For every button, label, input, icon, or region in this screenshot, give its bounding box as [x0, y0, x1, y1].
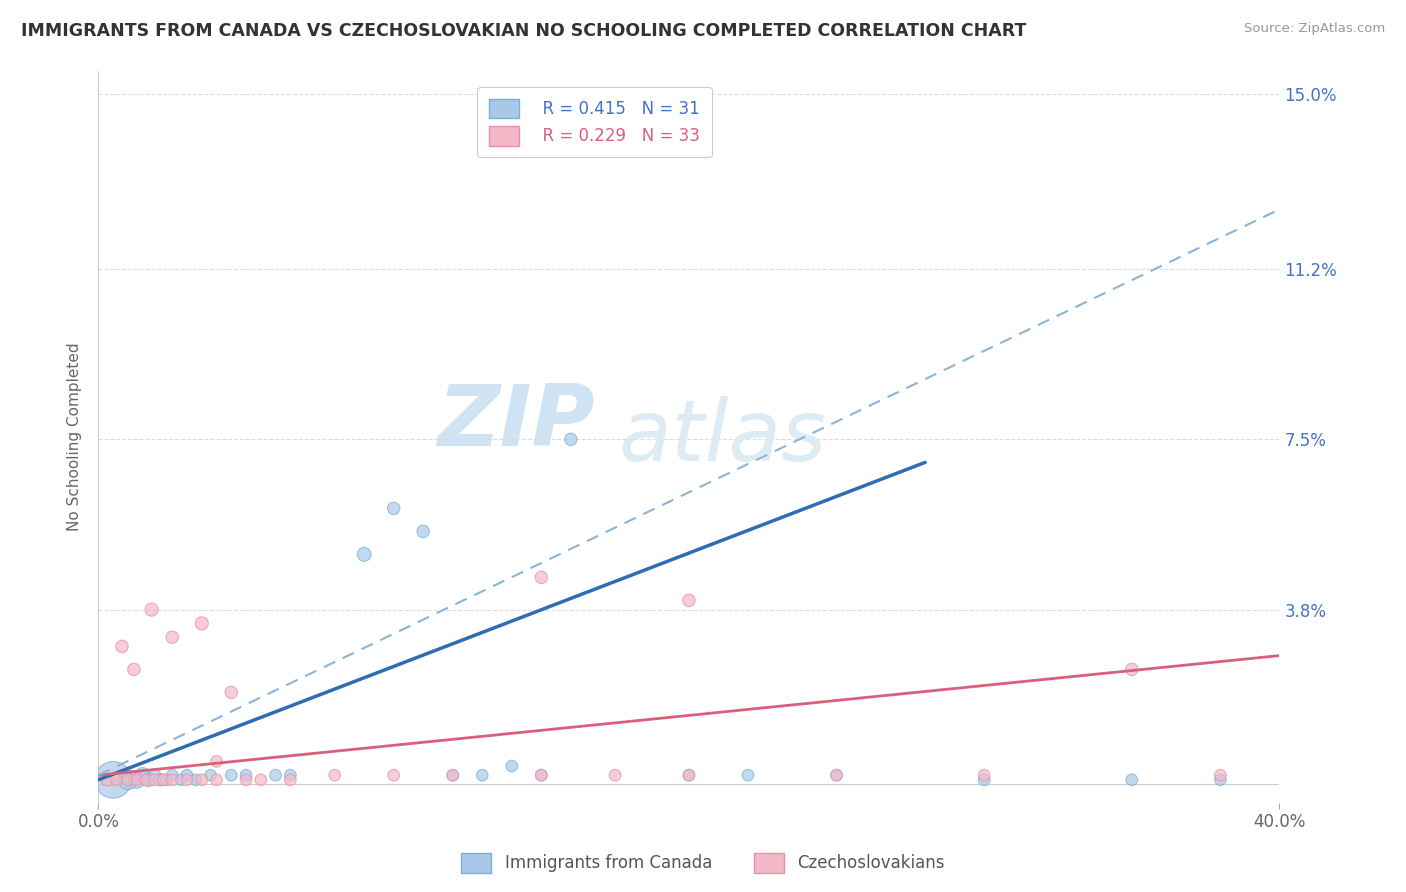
- Point: [678, 768, 700, 782]
- Point: [973, 772, 995, 787]
- Point: [103, 772, 125, 787]
- Point: [162, 772, 183, 787]
- Point: [200, 768, 222, 782]
- Point: [138, 772, 160, 787]
- Point: [184, 772, 207, 787]
- Point: [1209, 768, 1232, 782]
- Point: [1209, 772, 1232, 787]
- Point: [382, 768, 405, 782]
- Text: atlas: atlas: [619, 395, 827, 479]
- Point: [280, 768, 302, 782]
- Point: [250, 772, 273, 787]
- Point: [471, 768, 494, 782]
- Point: [323, 768, 346, 782]
- Point: [125, 772, 148, 787]
- Point: [530, 768, 553, 782]
- Legend: Immigrants from Canada, Czechoslovakians: Immigrants from Canada, Czechoslovakians: [454, 847, 952, 880]
- Point: [1121, 772, 1143, 787]
- Point: [132, 768, 155, 782]
- Point: [143, 772, 166, 787]
- Point: [530, 768, 553, 782]
- Point: [280, 772, 302, 787]
- Point: [678, 768, 700, 782]
- Point: [235, 772, 257, 787]
- Point: [221, 768, 243, 782]
- Point: [441, 768, 464, 782]
- Point: [973, 768, 995, 782]
- Legend:   R = 0.415   N = 31,   R = 0.229   N = 33: R = 0.415 N = 31, R = 0.229 N = 33: [477, 87, 711, 157]
- Point: [205, 755, 228, 769]
- Point: [264, 768, 287, 782]
- Point: [105, 772, 128, 787]
- Point: [191, 616, 214, 631]
- Point: [605, 768, 627, 782]
- Point: [441, 768, 464, 782]
- Point: [125, 772, 148, 787]
- Text: Source: ZipAtlas.com: Source: ZipAtlas.com: [1244, 22, 1385, 36]
- Point: [530, 570, 553, 584]
- Point: [96, 772, 118, 787]
- Point: [221, 685, 243, 699]
- Point: [162, 768, 183, 782]
- Point: [191, 772, 214, 787]
- Y-axis label: No Schooling Completed: No Schooling Completed: [67, 343, 83, 532]
- Point: [122, 662, 145, 676]
- Point: [176, 772, 198, 787]
- Point: [825, 768, 848, 782]
- Point: [155, 772, 177, 787]
- Point: [141, 602, 163, 616]
- Point: [135, 772, 157, 787]
- Text: IMMIGRANTS FROM CANADA VS CZECHOSLOVAKIAN NO SCHOOLING COMPLETED CORRELATION CHA: IMMIGRANTS FROM CANADA VS CZECHOSLOVAKIA…: [21, 22, 1026, 40]
- Point: [353, 548, 375, 562]
- Point: [412, 524, 434, 539]
- Point: [825, 768, 848, 782]
- Point: [170, 772, 193, 787]
- Point: [560, 433, 582, 447]
- Point: [678, 593, 700, 607]
- Point: [149, 772, 172, 787]
- Point: [1121, 662, 1143, 676]
- Point: [235, 768, 257, 782]
- Point: [162, 630, 183, 644]
- Point: [111, 640, 134, 654]
- Text: ZIP: ZIP: [437, 381, 595, 464]
- Point: [382, 501, 405, 516]
- Point: [501, 759, 523, 773]
- Point: [176, 768, 198, 782]
- Point: [117, 772, 139, 787]
- Point: [205, 772, 228, 787]
- Point: [737, 768, 759, 782]
- Point: [152, 772, 174, 787]
- Point: [143, 768, 166, 782]
- Point: [117, 772, 139, 787]
